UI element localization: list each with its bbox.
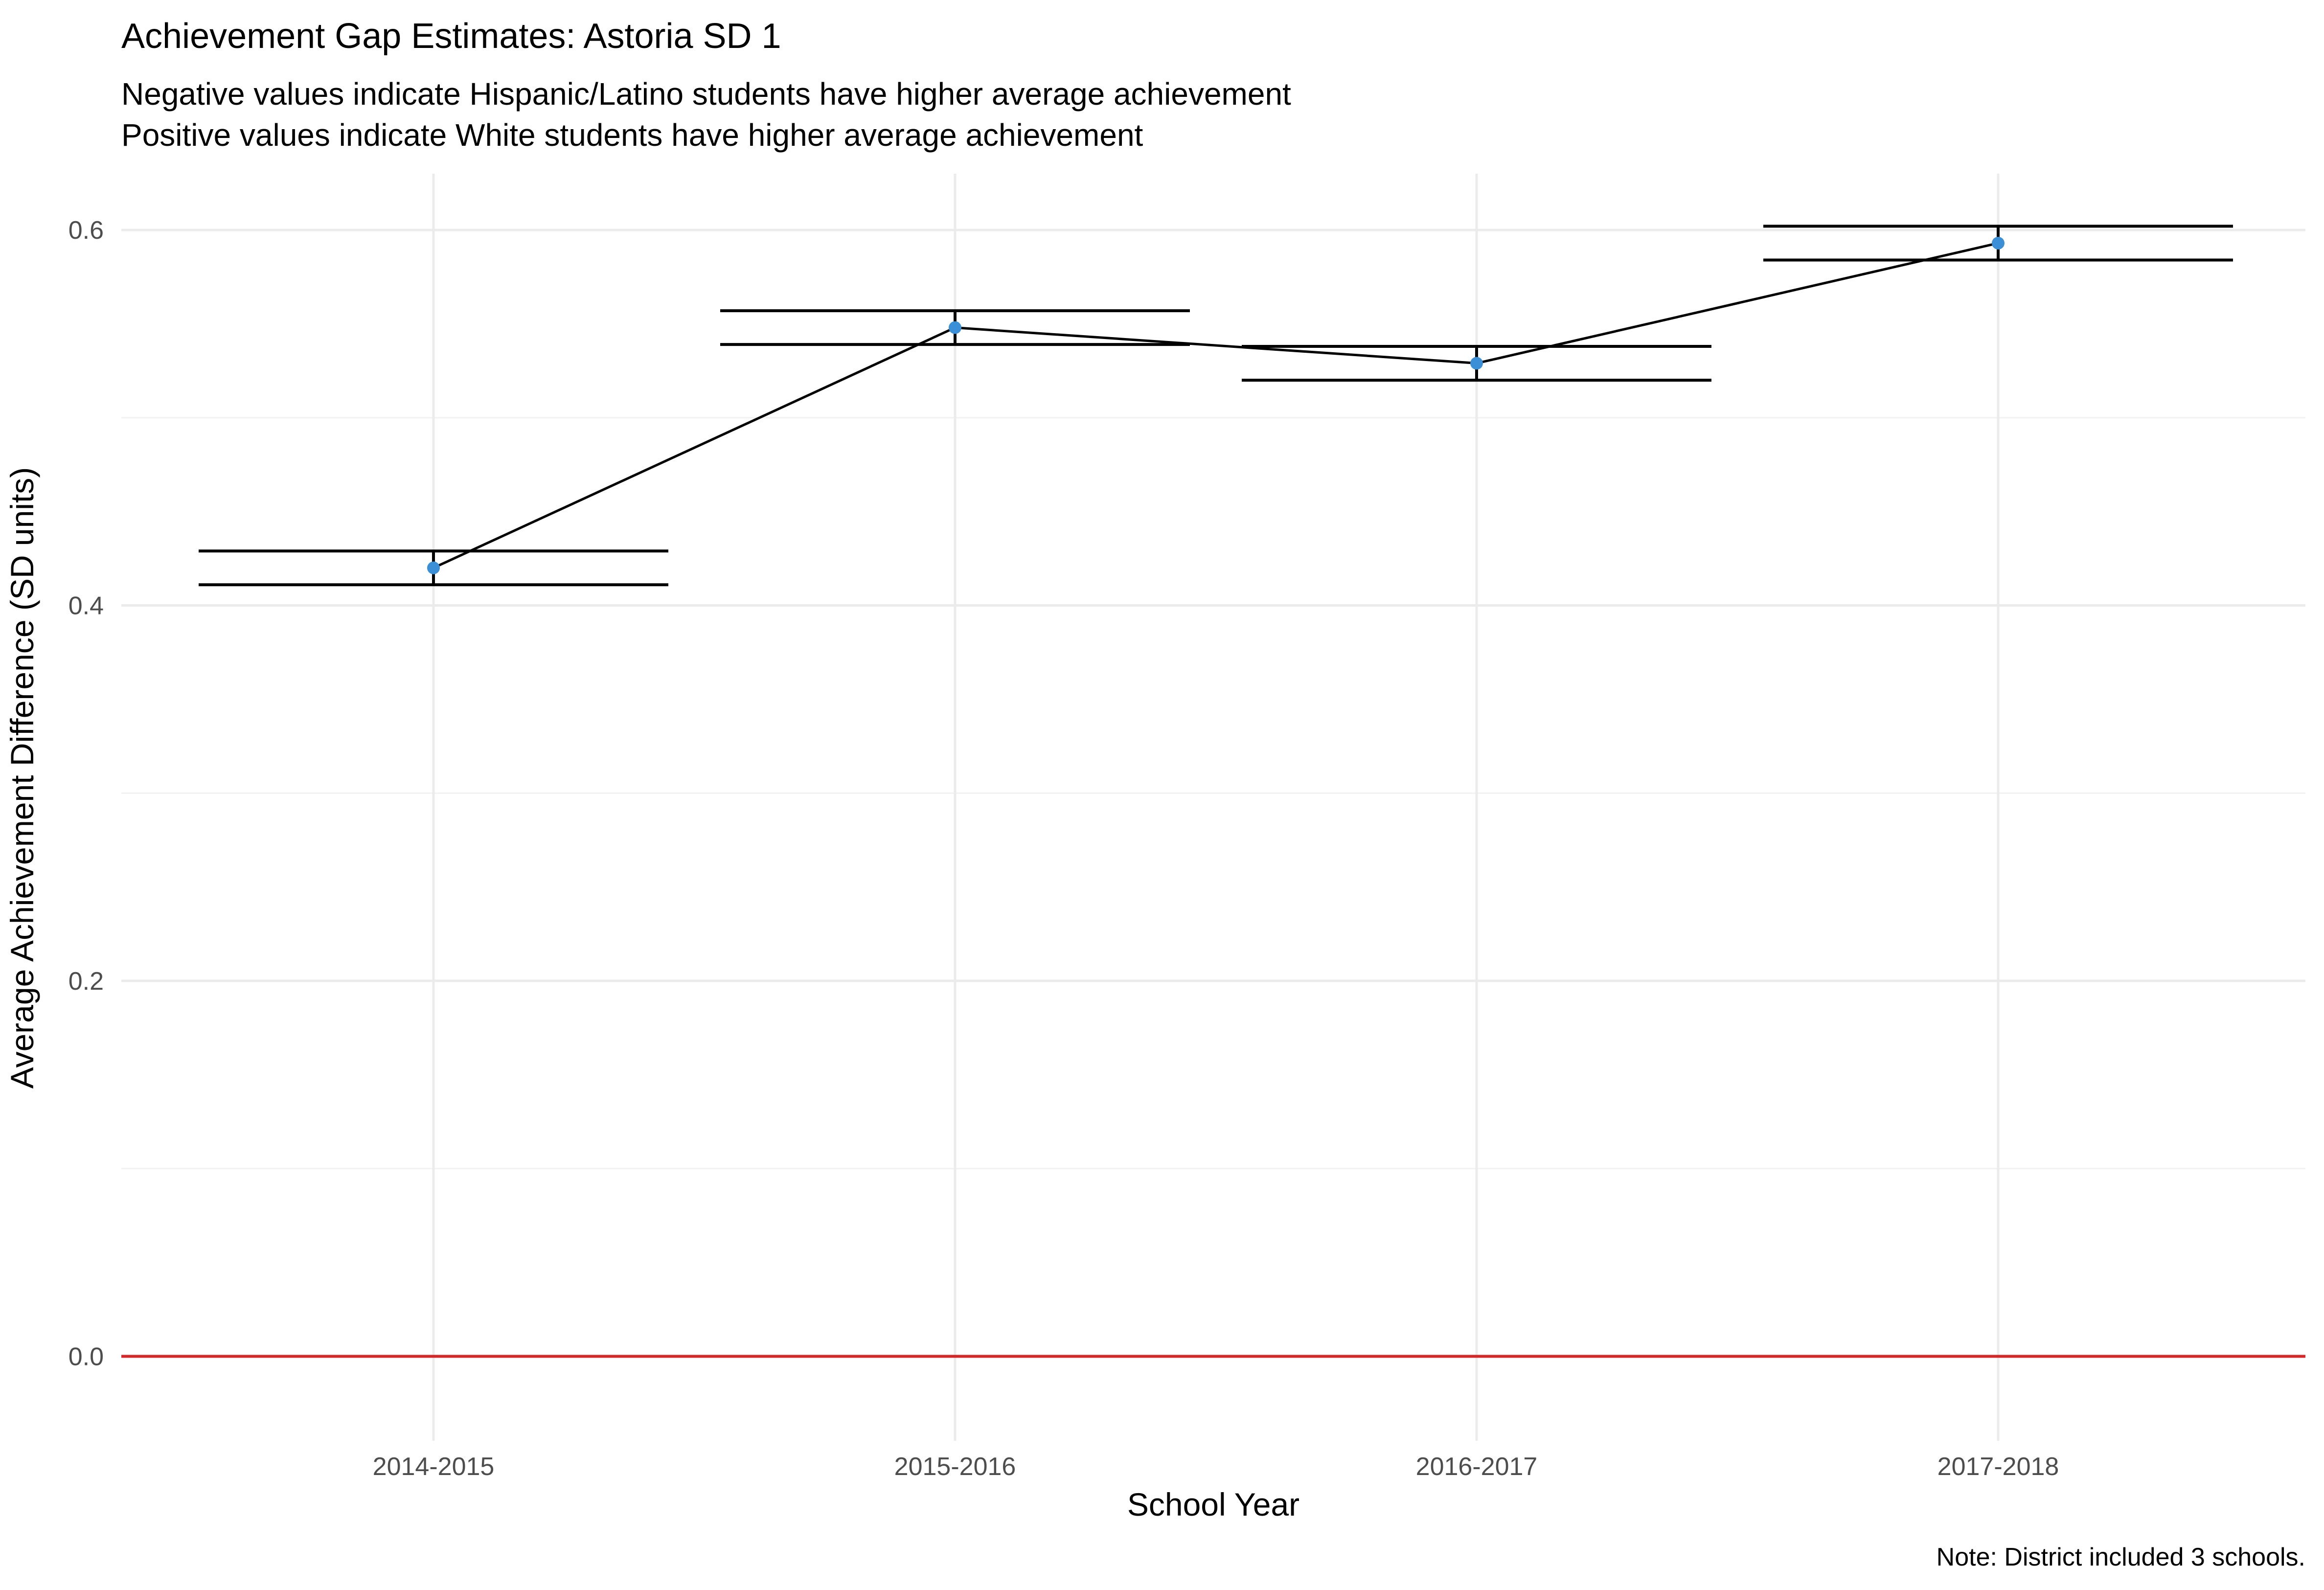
data-points bbox=[427, 236, 2005, 574]
data-point bbox=[1992, 236, 2005, 250]
data-point bbox=[1470, 357, 1483, 370]
y-tick-label: 0.0 bbox=[68, 1342, 104, 1371]
x-tick-label: 2014-2015 bbox=[373, 1453, 495, 1481]
chart-title: Achievement Gap Estimates: Astoria SD 1 bbox=[121, 17, 781, 56]
y-tick-label: 0.4 bbox=[68, 592, 104, 620]
x-tick-label: 2017-2018 bbox=[1937, 1453, 2059, 1481]
x-axis-title: School Year bbox=[1127, 1486, 1299, 1522]
x-tick-label: 2015-2016 bbox=[894, 1453, 1016, 1481]
chart-subtitle-line-1: Negative values indicate Hispanic/Latino… bbox=[121, 76, 1291, 112]
trend-line bbox=[433, 242, 1999, 569]
x-axis-tick-labels: 2014-2015 2015-2016 2016-2017 2017-2018 bbox=[373, 1453, 2059, 1481]
y-axis-tick-labels: 0.0 0.2 0.4 0.6 bbox=[68, 216, 104, 1371]
chart-subtitle-line-2: Positive values indicate White students … bbox=[121, 117, 1143, 153]
x-tick-label: 2016-2017 bbox=[1416, 1453, 1538, 1481]
series-line bbox=[433, 242, 1999, 569]
error-bars bbox=[199, 225, 2233, 587]
data-point bbox=[427, 561, 440, 574]
y-tick-label: 0.6 bbox=[68, 216, 104, 245]
y-axis-title: Average Achievement Difference (SD units… bbox=[4, 467, 40, 1089]
chart-caption: Note: District included 3 schools. bbox=[1937, 1543, 2305, 1571]
y-tick-label: 0.2 bbox=[68, 967, 104, 996]
gridlines bbox=[121, 174, 2305, 1441]
data-point bbox=[949, 321, 961, 334]
